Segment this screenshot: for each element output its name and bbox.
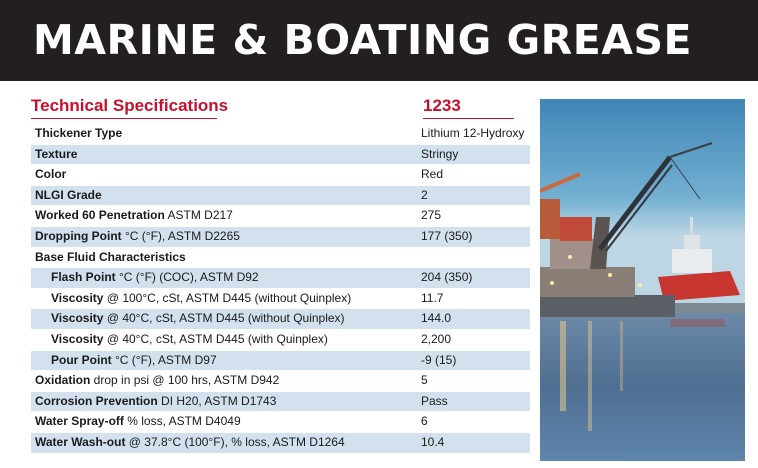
spec-label: Base Fluid Characteristics xyxy=(35,248,186,268)
spec-label-bold: Viscosity xyxy=(51,331,104,346)
spec-row: Pour Point °C (°F), ASTM D97 -9 (15) xyxy=(31,350,530,372)
spec-value: Stringy xyxy=(421,146,459,161)
spec-value: -9 (15) xyxy=(421,352,457,367)
spec-label-detail: °C (°F), ASTM D2265 xyxy=(121,228,240,243)
spec-row: Worked 60 Penetration ASTM D217 275 xyxy=(31,206,530,227)
spec-value: 2 xyxy=(421,187,428,202)
spec-label-detail: @ 40°C, cSt, ASTM D445 (with Quinplex) xyxy=(103,331,328,346)
spec-row: Flash Point °C (°F) (COC), ASTM D92 204 (… xyxy=(31,268,530,289)
spec-row: Oxidation drop in psi @ 100 hrs, ASTM D9… xyxy=(31,371,530,392)
spec-label-bold: Viscosity xyxy=(51,311,104,326)
spec-label-bold: NLGI Grade xyxy=(35,187,102,202)
product-code: 1233 xyxy=(423,96,461,115)
spec-label-bold: Texture xyxy=(35,146,78,161)
spec-label-detail: @ 100°C, cSt, ASTM D445 (without Quinple… xyxy=(103,290,352,305)
spec-row: Color Red xyxy=(31,165,530,186)
spec-label-bold: Viscosity xyxy=(51,290,104,305)
spec-row: Viscosity @ 100°C, cSt, ASTM D445 (witho… xyxy=(31,289,530,310)
spec-label: Dropping Point °C (°F), ASTM D2265 xyxy=(35,227,240,247)
spec-label-bold: Dropping Point xyxy=(35,228,122,243)
spec-row: Base Fluid Characteristics xyxy=(31,248,530,269)
spec-row: Water Wash-out @ 37.8°C (100°F), % loss,… xyxy=(31,432,530,454)
spec-label-bold: Corrosion Prevention xyxy=(35,393,158,408)
spec-label: Water Spray-off % loss, ASTM D4049 xyxy=(35,412,241,432)
spec-row: Texture Stringy xyxy=(31,144,530,166)
spec-label-detail: drop in psi @ 100 hrs, ASTM D942 xyxy=(90,373,280,388)
spec-label-bold: Base Fluid Characteristics xyxy=(35,249,186,264)
spec-label-bold: Flash Point xyxy=(51,270,116,285)
spec-label: Oxidation drop in psi @ 100 hrs, ASTM D9… xyxy=(35,371,279,391)
specs-heading: Technical Specifications xyxy=(31,96,229,115)
spec-label: Corrosion Prevention DI H20, ASTM D1743 xyxy=(35,392,276,412)
spec-label-detail: DI H20, ASTM D1743 xyxy=(157,393,277,408)
specs-heading-underline xyxy=(31,118,217,119)
page-title: MARINE & BOATING GREASE xyxy=(33,16,692,64)
spec-label: Worked 60 Penetration ASTM D217 xyxy=(35,206,233,226)
spec-value: 177 (350) xyxy=(421,228,473,243)
specs-table: Thickener Type Lithium 12-Hydroxy Texture S… xyxy=(31,124,530,454)
offshore-crane-vessel-photo xyxy=(540,99,745,461)
spec-row: Dropping Point °C (°F), ASTM D2265 177 (3… xyxy=(31,226,530,248)
spec-label-bold: Color xyxy=(35,167,67,182)
spec-label: NLGI Grade xyxy=(35,186,102,206)
spec-label: Water Wash-out @ 37.8°C (100°F), % loss,… xyxy=(35,433,345,453)
spec-label-detail: °C (°F), ASTM D97 xyxy=(111,352,217,367)
spec-value: 5 xyxy=(421,373,428,388)
spec-value: Pass xyxy=(421,393,448,408)
spec-value: 6 xyxy=(421,414,428,429)
spec-row: Thickener Type Lithium 12-Hydroxy xyxy=(31,124,530,145)
spec-label-bold: Oxidation xyxy=(35,373,91,388)
spec-label: Viscosity @ 40°C, cSt, ASTM D445 (with Q… xyxy=(51,330,328,350)
spec-label-bold: Water Spray-off xyxy=(35,414,124,429)
spec-row: Viscosity @ 40°C, cSt, ASTM D445 (with Q… xyxy=(31,330,530,351)
spec-label-bold: Worked 60 Penetration xyxy=(35,208,165,223)
spec-label-bold: Water Wash-out xyxy=(35,434,126,449)
title-banner: MARINE & BOATING GREASE xyxy=(0,0,758,81)
spec-value: 204 (350) xyxy=(421,270,473,285)
spec-label: Pour Point °C (°F), ASTM D97 xyxy=(51,351,217,371)
spec-label-detail: @ 40°C, cSt, ASTM D445 (without Quinplex… xyxy=(103,311,345,326)
spec-label-detail: % loss, ASTM D4049 xyxy=(123,414,241,429)
spec-row: Viscosity @ 40°C, cSt, ASTM D445 (withou… xyxy=(31,309,530,330)
spec-value: 275 xyxy=(421,208,442,223)
spec-row: Corrosion Prevention DI H20, ASTM D1743 P… xyxy=(31,391,530,413)
spec-label: Color xyxy=(35,165,66,185)
spec-value: 10.4 xyxy=(421,434,445,449)
spec-label-bold: Thickener Type xyxy=(35,126,123,140)
spec-label-detail: °C (°F) (COC), ASTM D92 xyxy=(115,270,259,285)
spec-row: Water Spray-off % loss, ASTM D4049 6 xyxy=(31,412,530,433)
product-code-underline xyxy=(423,118,514,119)
spec-value: Lithium 12-Hydroxy xyxy=(421,126,525,140)
spec-label-detail: ASTM D217 xyxy=(164,208,233,223)
spec-row: NLGI Grade 2 xyxy=(31,185,530,207)
spec-label-detail: @ 37.8°C (100°F), % loss, ASTM D1264 xyxy=(125,434,345,449)
spec-value: 2,200 xyxy=(421,331,452,346)
spec-label-bold: Pour Point xyxy=(51,352,112,367)
spec-label: Viscosity @ 100°C, cSt, ASTM D445 (witho… xyxy=(51,289,351,309)
spec-label: Viscosity @ 40°C, cSt, ASTM D445 (withou… xyxy=(51,309,345,329)
spec-value: Red xyxy=(421,167,444,182)
spec-label: Texture xyxy=(35,145,77,165)
spec-label: Thickener Type xyxy=(35,124,122,144)
spec-value: 11.7 xyxy=(421,290,444,305)
spec-value: 144.0 xyxy=(421,311,452,326)
spec-label: Flash Point °C (°F) (COC), ASTM D92 xyxy=(51,268,259,288)
